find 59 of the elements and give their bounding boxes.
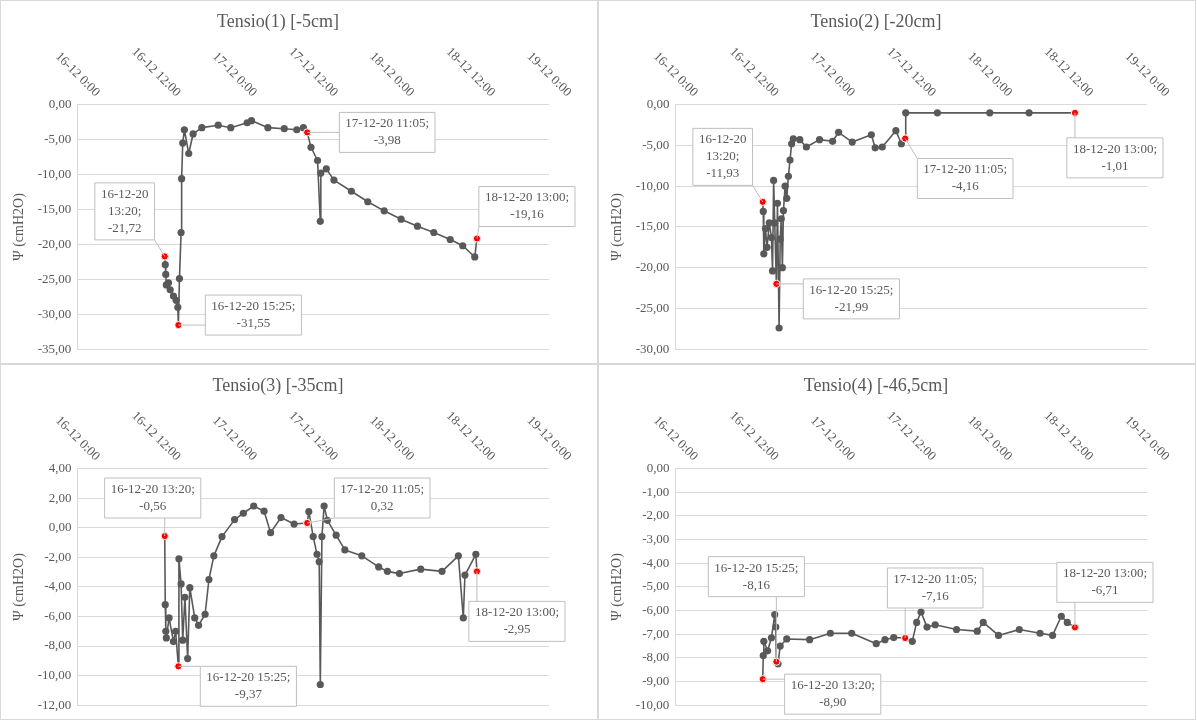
annotation: 17-12-20 11:05; 0,32 xyxy=(340,480,425,513)
y-tick-label: 0,00 xyxy=(48,96,72,112)
chart-title: Tensio(4) [-46,5cm] xyxy=(803,374,949,396)
y-tick-label: -25,00 xyxy=(37,270,72,286)
annotation: 16-12-20 15:25; -8,16 xyxy=(714,559,799,592)
y-tick-label: -10,00 xyxy=(37,667,72,683)
y-tick-label: -5,00 xyxy=(642,136,670,152)
annotation: 17-12-20 11:05; -3,98 xyxy=(345,115,430,148)
y-tick-label: -2,00 xyxy=(44,548,72,564)
y-tick-label: 4,00 xyxy=(48,460,72,476)
annotation: 18-12-20 13:00; -1,01 xyxy=(1072,140,1158,173)
y-tick-label: 0,00 xyxy=(48,519,72,535)
y-tick-label: -12,00 xyxy=(37,696,72,712)
y-tick-label: 2,00 xyxy=(48,489,72,505)
y-tick-label: -4,00 xyxy=(642,554,670,570)
y-tick-label: -2,00 xyxy=(642,507,670,523)
y-tick-label: -15,00 xyxy=(37,200,72,216)
y-tick-label: -25,00 xyxy=(635,299,670,315)
y-tick-label: -30,00 xyxy=(635,340,670,356)
annotation: 18-12-20 13:00; -6,71 xyxy=(1062,565,1148,598)
annotation: 16-12-20 13:20; -21,72 xyxy=(100,185,149,235)
y-tick-label: -8,00 xyxy=(642,649,670,665)
y-tick-label: -10,00 xyxy=(37,165,72,181)
y-tick-label: -7,00 xyxy=(642,625,670,641)
y-tick-label: -3,00 xyxy=(642,531,670,546)
y-axis-title: Ψ (cmH2O) xyxy=(11,552,28,621)
annotation: 16-12-20 13:20; -11,93 xyxy=(698,131,747,181)
annotation: 16-12-20 15:25; -9,37 xyxy=(206,669,291,702)
y-tick-label: -5,00 xyxy=(44,130,72,146)
y-tick-label: -9,00 xyxy=(642,672,670,688)
annotation: 16-12-20 13:20; -0,56 xyxy=(110,480,195,513)
y-axis-title: Ψ (cmH2O) xyxy=(609,192,626,261)
y-axis-title: Ψ (cmH2O) xyxy=(609,552,626,621)
y-tick-label: -35,00 xyxy=(37,340,72,356)
y-tick-label: -30,00 xyxy=(37,305,72,321)
annotation: 16-12-20 15:25; -21,99 xyxy=(809,281,894,314)
y-tick-label: -6,00 xyxy=(44,607,72,623)
y-tick-label: -10,00 xyxy=(635,696,670,712)
y-tick-label: -15,00 xyxy=(635,218,670,234)
y-tick-label: -8,00 xyxy=(44,637,72,653)
y-tick-label: -20,00 xyxy=(635,259,670,275)
y-tick-label: 0,00 xyxy=(646,96,670,112)
annotation: 16-12-20 13:20; -8,90 xyxy=(790,677,875,710)
annotation: 18-12-20 13:00; -2,95 xyxy=(474,604,560,637)
y-tick-label: -5,00 xyxy=(642,578,670,594)
annotation: 16-12-20 15:25; -31,55 xyxy=(211,298,296,331)
y-tick-label: -6,00 xyxy=(642,601,670,617)
y-tick-label: -10,00 xyxy=(635,177,670,193)
y-tick-label: -20,00 xyxy=(37,235,72,251)
chart-title: Tensio(1) [-5cm] xyxy=(216,10,340,32)
y-tick-label: 0,00 xyxy=(646,460,670,476)
chart-title: Tensio(3) [-35cm] xyxy=(212,374,344,396)
annotation: 17-12-20 11:05; -7,16 xyxy=(893,570,978,603)
annotation: 18-12-20 13:00; -19,16 xyxy=(484,189,570,222)
y-axis-title: Ψ (cmH2O) xyxy=(11,192,28,261)
annotation: 17-12-20 11:05; -4,16 xyxy=(923,161,1008,194)
y-tick-label: -4,00 xyxy=(44,578,72,594)
y-tick-label: -1,00 xyxy=(642,483,670,499)
chart-title: Tensio(2) [-20cm] xyxy=(810,10,942,32)
